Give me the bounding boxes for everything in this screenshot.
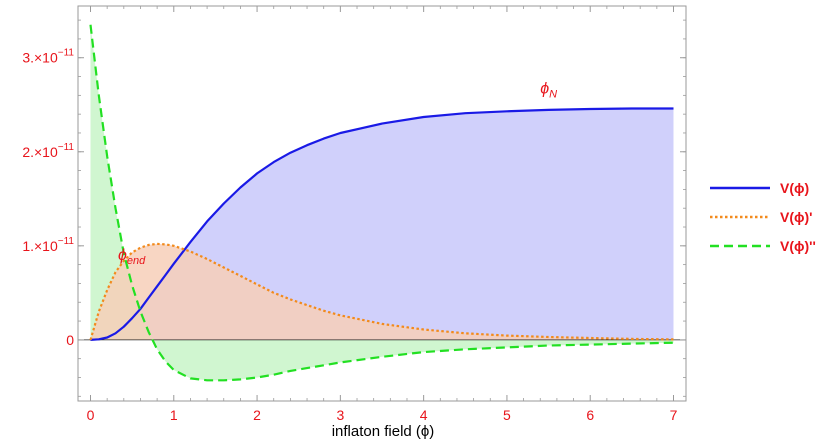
legend: V(ϕ) V(ϕ)' V(ϕ)'' bbox=[710, 180, 816, 254]
annotation-1: ϕN bbox=[540, 80, 557, 100]
x-tick-label: 6 bbox=[586, 407, 594, 423]
plot-frame bbox=[77, 5, 687, 402]
y-tick-label: 0 bbox=[66, 332, 74, 348]
x-tick-label: 2 bbox=[253, 407, 261, 423]
series-line-2 bbox=[89, 24, 674, 382]
series-fill-1 bbox=[90, 243, 674, 340]
legend-label-1: V(ϕ)' bbox=[780, 209, 812, 225]
x-tick-label: 0 bbox=[87, 407, 95, 423]
x-axis-label: inflaton field (ϕ) bbox=[332, 423, 435, 440]
x-tick-label: 3 bbox=[336, 407, 344, 423]
x-tick-label: 5 bbox=[503, 407, 511, 423]
legend-label-0: V(ϕ) bbox=[780, 180, 809, 196]
series-line-0 bbox=[90, 107, 674, 341]
x-tick-label: 1 bbox=[170, 407, 178, 423]
y-tick-label: 3.×10−11 bbox=[22, 48, 74, 66]
x-tick-label: 4 bbox=[420, 407, 428, 423]
y-tick-label: 2.×10−11 bbox=[22, 142, 74, 160]
legend-label-2: V(ϕ)'' bbox=[780, 238, 816, 254]
y-tick-label: 1.×10−11 bbox=[22, 236, 74, 254]
x-tick-label: 7 bbox=[670, 407, 678, 423]
